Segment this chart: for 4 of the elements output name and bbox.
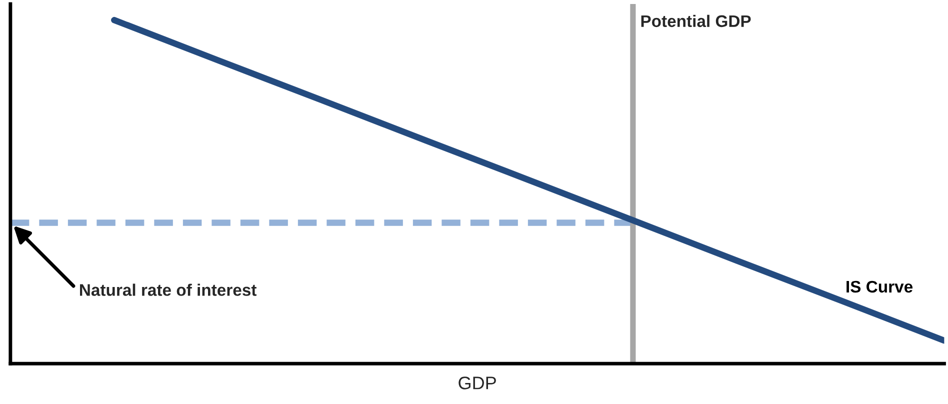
x-axis-title: GDP [458, 376, 496, 390]
series-label: IS Curve [846, 280, 913, 293]
annotation: Potential GDP [641, 14, 751, 28]
annotation: Natural rate of interest [80, 284, 257, 296]
